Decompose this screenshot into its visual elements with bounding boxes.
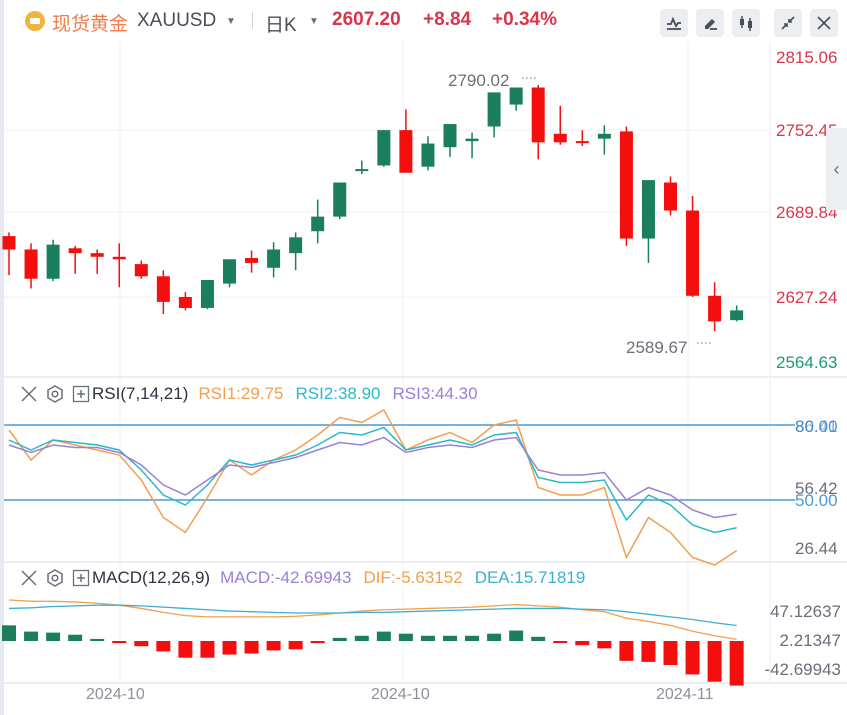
rsi-close-icon[interactable] bbox=[20, 385, 38, 403]
candlestick-type-button[interactable] bbox=[732, 9, 760, 37]
draw-button[interactable] bbox=[696, 9, 724, 37]
rsi-label: RSI(7,14,21) bbox=[92, 384, 189, 403]
rsi-settings-icon[interactable] bbox=[46, 385, 64, 403]
price-tick: 2815.06 bbox=[776, 48, 838, 67]
rsi-expand-icon[interactable] bbox=[72, 385, 90, 403]
macd-expand-icon[interactable] bbox=[72, 569, 90, 587]
x-axis-label: 2024-10 bbox=[86, 686, 145, 703]
side-panel-toggle[interactable]: ‹ bbox=[826, 128, 847, 210]
last-price: 2607.20 bbox=[332, 9, 401, 30]
macd-header: MACD(12,26,9) MACD:-42.69943 DIF:-5.6315… bbox=[20, 567, 597, 589]
chart-header: 现货黄金 XAUUSD ▼ 日K ▼ 2607.20 +8.84 +0.34% bbox=[0, 0, 847, 42]
period-selector[interactable]: 日K bbox=[265, 15, 297, 36]
macd-close-icon[interactable] bbox=[20, 569, 38, 587]
price-tick: 2752.45 bbox=[776, 121, 838, 140]
dea-value: DEA:15.71819 bbox=[474, 568, 586, 587]
x-axis-label: 2024-11 bbox=[656, 686, 714, 703]
high-price-annotation: 2790.02 bbox=[448, 71, 510, 90]
dif-value: DIF:-5.63152 bbox=[363, 568, 463, 587]
macd-label: MACD(12,26,9) bbox=[92, 568, 211, 587]
price-tick: 2564.63 bbox=[776, 353, 838, 372]
instrument-symbol[interactable]: XAUUSD bbox=[137, 10, 217, 31]
close-icon bbox=[817, 16, 831, 30]
macd-tick: 2.21347 bbox=[779, 631, 841, 650]
price-tick: 2689.84 bbox=[776, 203, 838, 222]
x-axis-label: 2024-10 bbox=[371, 686, 430, 703]
rsi3-value: RSI3:44.30 bbox=[392, 384, 478, 403]
chevron-left-icon: ‹ bbox=[833, 158, 840, 179]
rsi-tick-56: 56.42 bbox=[795, 479, 838, 498]
close-button[interactable] bbox=[810, 9, 838, 37]
indicator-icon bbox=[667, 16, 681, 30]
rsi-tick-86: 86.41 bbox=[795, 417, 838, 436]
draw-icon bbox=[705, 19, 717, 30]
period-chevron-down-icon[interactable]: ▼ bbox=[309, 16, 319, 27]
price-change-pct: +0.34% bbox=[492, 9, 557, 30]
macd-tick: -42.69943 bbox=[764, 660, 841, 679]
price-tick: 2627.24 bbox=[776, 288, 838, 307]
header-divider bbox=[252, 12, 253, 29]
macd-tick: 47.12637 bbox=[770, 602, 841, 621]
candlestick-type-icon bbox=[740, 16, 752, 31]
price-change: +8.84 bbox=[423, 9, 472, 30]
rsi-tick-80: 80.00 bbox=[795, 417, 838, 436]
rsi-header: RSI(7,14,21) RSI1:29.75 RSI2:38.90 RSI3:… bbox=[20, 383, 490, 405]
symbol-chevron-down-icon[interactable]: ▼ bbox=[226, 16, 236, 27]
rsi1-value: RSI1:29.75 bbox=[198, 384, 284, 403]
macd-value: MACD:-42.69943 bbox=[220, 568, 352, 587]
collapse-icon bbox=[781, 16, 795, 30]
instrument-name[interactable]: 现货黄金 bbox=[52, 14, 129, 35]
macd-settings-icon[interactable] bbox=[46, 569, 64, 587]
rsi2-value: RSI2:38.90 bbox=[295, 384, 381, 403]
indicator-button[interactable] bbox=[660, 9, 688, 37]
rsi-tick-26: 26.44 bbox=[795, 539, 838, 558]
collapse-button[interactable] bbox=[774, 9, 802, 37]
rsi-tick-50: 50.00 bbox=[795, 491, 838, 510]
gold-bar-icon bbox=[25, 11, 45, 31]
left-edge bbox=[0, 0, 4, 715]
low-price-annotation: 2589.67 bbox=[626, 338, 688, 357]
